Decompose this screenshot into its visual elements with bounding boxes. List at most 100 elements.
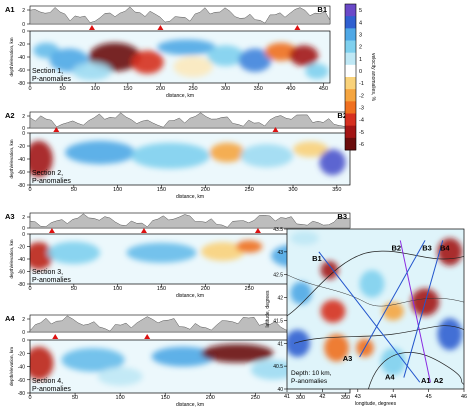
profile-line <box>403 240 444 378</box>
x-tick-label: 150 <box>157 286 166 292</box>
x-tick-label: 100 <box>113 187 122 193</box>
map-anomaly-blob <box>320 299 346 323</box>
map-y-tick-label: 42.5 <box>273 273 283 279</box>
border-line <box>287 274 464 307</box>
map-anomaly-blob <box>437 318 463 351</box>
map-anomaly-blob <box>287 329 311 357</box>
y-tick-label: -40 <box>18 55 25 61</box>
x-tick-label: 300 <box>221 86 230 92</box>
x-tick-label: 100 <box>116 395 125 401</box>
station-marker <box>88 25 95 30</box>
y-axis-label: depth/elevation, km <box>9 239 14 278</box>
colorbar-swatch <box>345 113 356 127</box>
map-profile-end-label: B1 <box>312 254 322 263</box>
map-x-tick-label: 45 <box>426 394 432 400</box>
colorbar-swatch <box>345 40 356 54</box>
topo-tick-label: 0 <box>22 330 25 336</box>
map-anomaly-field <box>287 231 463 376</box>
y-tick-label: -20 <box>18 144 25 150</box>
y-tick-label: -20 <box>18 245 25 251</box>
x-tick-label: 400 <box>286 86 295 92</box>
y-tick-label: -60 <box>18 68 25 74</box>
map-y-tick-label: 41.5 <box>273 318 283 324</box>
map-y-tick-label: 40.5 <box>273 364 283 370</box>
y-tick-label: 0 <box>22 338 25 344</box>
anomaly-blob <box>61 347 125 372</box>
y-tick-label: -60 <box>18 170 25 176</box>
section-panel-1: 0 2 A1 B1 -80 -60 -40 -20 0 depth/elevation, km 0 5… <box>5 5 331 99</box>
x-tick-label: 0 <box>28 86 31 92</box>
profile-line <box>399 240 431 383</box>
y-axis-label: depth/elevation, km <box>9 139 14 178</box>
station-marker <box>52 334 59 339</box>
map-y-tick-label: 41 <box>277 341 283 347</box>
x-tick-label: 200 <box>156 86 165 92</box>
anomaly-blob <box>151 346 215 367</box>
y-axis-label: depth/elevation, km <box>9 37 14 76</box>
station-marker <box>144 334 151 339</box>
profile-start-label: A4 <box>5 314 15 323</box>
station-marker <box>53 127 60 132</box>
map-y-axis-label: latitude, degrees <box>265 290 271 327</box>
x-tick-label: 50 <box>60 86 66 92</box>
map-x-tick-label: 44 <box>390 394 396 400</box>
y-tick-label: 0 <box>22 29 25 35</box>
y-tick-label: -80 <box>18 391 25 397</box>
border-line <box>368 352 464 389</box>
border-line <box>287 250 464 317</box>
x-tick-label: 0 <box>28 286 31 292</box>
colorbar-tick-label: -2 <box>359 93 364 99</box>
y-tick-label: -80 <box>18 282 25 288</box>
anomaly-blob <box>264 42 298 61</box>
x-tick-label: 150 <box>161 395 170 401</box>
topo-tick-label: 0 <box>22 22 25 28</box>
anomaly-label: P-anomalies <box>32 76 71 83</box>
colorbar-swatch <box>345 101 356 114</box>
colorbar-tick-label: -6 <box>359 142 364 148</box>
colorbar-swatch <box>345 28 356 41</box>
x-tick-label: 350 <box>341 395 350 401</box>
x-tick-label: 50 <box>72 395 78 401</box>
y-tick-label: -80 <box>18 81 25 87</box>
colorbar-swatch <box>345 64 356 78</box>
colorbar-tick-label: 4 <box>359 20 362 26</box>
profile-end-label: B3 <box>337 212 347 221</box>
station-marker <box>254 228 261 233</box>
anomaly-blob <box>130 142 210 169</box>
map-y-tick-label: 40 <box>277 387 283 393</box>
anomaly-blob <box>72 62 112 81</box>
anomaly-blob <box>131 50 164 74</box>
anomaly-blob <box>209 142 245 163</box>
section-label: Section 1, <box>32 68 63 75</box>
colorbar-swatch <box>345 52 356 66</box>
profile-end-label: B2 <box>337 111 347 120</box>
x-tick-label: 0 <box>28 187 31 193</box>
anomaly-blob <box>30 242 53 270</box>
profile-end-label: B1 <box>317 5 327 14</box>
colorbar: -6 -5 -4 -3 -2 -1 0 1 2 3 4 5 velocity anomalies, % <box>344 3 376 151</box>
map-anomaly-blob <box>380 347 406 376</box>
colorbar-swatch <box>345 125 356 139</box>
border-line <box>293 325 464 344</box>
colorbar-swatch <box>345 137 356 151</box>
x-tick-label: 200 <box>201 187 210 193</box>
x-tick-label: 100 <box>113 286 122 292</box>
map-profile-start-label: A2 <box>434 376 444 385</box>
colorbar-swatch <box>345 4 356 17</box>
anomaly-blob <box>30 346 54 380</box>
station-marker <box>294 25 301 30</box>
map-profile-start-label: A3 <box>343 354 353 363</box>
station-marker <box>48 228 55 233</box>
anomaly-blob <box>173 56 213 78</box>
x-tick-label: 50 <box>71 187 77 193</box>
x-tick-label: 250 <box>245 187 254 193</box>
station-marker <box>140 228 147 233</box>
map-panel: A1 B1 A2 B2 A3 B3 A4 B4 41 42 43 44 45 46 longitude, d… <box>265 227 467 407</box>
y-tick-label: -40 <box>18 365 25 371</box>
map-anomaly-blob <box>320 261 339 280</box>
anomaly-blob <box>305 63 329 80</box>
x-tick-label: 200 <box>201 286 210 292</box>
anomaly-blob <box>240 144 294 168</box>
